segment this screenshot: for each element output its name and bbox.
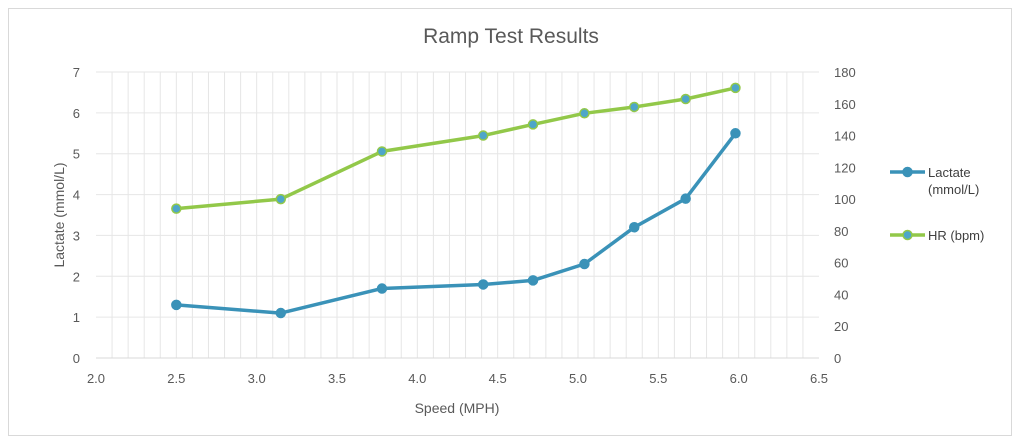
y2-tick-label: 60: [834, 256, 848, 271]
legend-swatch-marker: [902, 229, 913, 241]
x-tick-label: 5.0: [569, 371, 587, 386]
x-tick-label: 3.5: [328, 371, 346, 386]
x-tick-label: 4.0: [408, 371, 426, 386]
data-point-series-2: [628, 101, 640, 113]
x-tick-label: 3.0: [248, 371, 266, 386]
data-point-series-2: [275, 193, 287, 205]
data-point-series-2: [171, 203, 182, 214]
y2-tick-label: 180: [834, 65, 856, 80]
y-tick-label: 5: [73, 147, 80, 162]
y2-tick-label: 20: [834, 319, 848, 334]
chart-title: Ramp Test Results: [423, 25, 599, 48]
legend-swatch-marker: [902, 166, 913, 178]
y2-tick-label: 40: [834, 287, 848, 302]
x-tick-label: 6.5: [810, 371, 828, 386]
data-point-series-2: [527, 119, 539, 130]
chart-frame: [8, 8, 1012, 436]
y-tick-label: 4: [73, 188, 80, 203]
y2-tick-label: 0: [834, 351, 841, 366]
data-point-series-2: [680, 93, 691, 105]
data-point-series-1: [477, 279, 489, 290]
data-point-series-2: [730, 82, 741, 94]
data-point-series-2: [579, 108, 590, 119]
y-tick-label: 1: [73, 310, 80, 325]
data-point-series-1: [171, 299, 182, 311]
data-point-series-1: [680, 193, 691, 204]
series-line-2: [174, 86, 738, 211]
legend-label: (mmol/L): [928, 182, 979, 197]
y-tick-label: 7: [73, 65, 80, 80]
y-tick-label: 3: [73, 228, 80, 243]
data-point-series-2: [477, 130, 489, 141]
y2-tick-label: 80: [834, 224, 848, 239]
y-axis-title: Lactate (mmol/L): [51, 162, 67, 267]
legend-label: Lactate: [928, 165, 971, 180]
y-tick-label: 2: [73, 269, 80, 284]
y2-tick-label: 120: [834, 160, 856, 175]
x-tick-label: 2.0: [87, 371, 105, 386]
x-tick-label: 6.0: [730, 371, 748, 386]
y2-tick-label: 140: [834, 129, 856, 144]
x-tick-label: 4.5: [489, 371, 507, 386]
data-point-series-2: [376, 146, 388, 157]
x-axis-title: Speed (MPH): [415, 400, 500, 416]
y2-tick-label: 100: [834, 192, 856, 207]
data-point-series-1: [579, 258, 590, 270]
data-point-series-1: [730, 128, 741, 139]
legend: Lactate (mmol/L) HR (bpm): [890, 165, 984, 243]
series: [171, 82, 741, 319]
x-tick-label: 2.5: [167, 371, 185, 386]
data-point-series-1: [376, 283, 388, 294]
y-tick-label: 0: [73, 351, 80, 366]
series-line-1: [174, 131, 738, 315]
data-point-series-1: [527, 275, 539, 286]
y2-tick-label: 160: [834, 97, 856, 112]
axes: 2.0 2.5 3.0 3.5 4.0 4.5 5.0 5.5 6.0 6.5 0 1 2 3 4 5 6 7 0 2…: [73, 65, 856, 386]
data-point-series-1: [275, 307, 287, 319]
y-tick-label: 6: [73, 106, 80, 121]
grid: [96, 71, 819, 358]
x-tick-label: 5.5: [649, 371, 667, 386]
data-point-series-1: [628, 222, 640, 233]
legend-label: HR (bpm): [928, 228, 984, 243]
